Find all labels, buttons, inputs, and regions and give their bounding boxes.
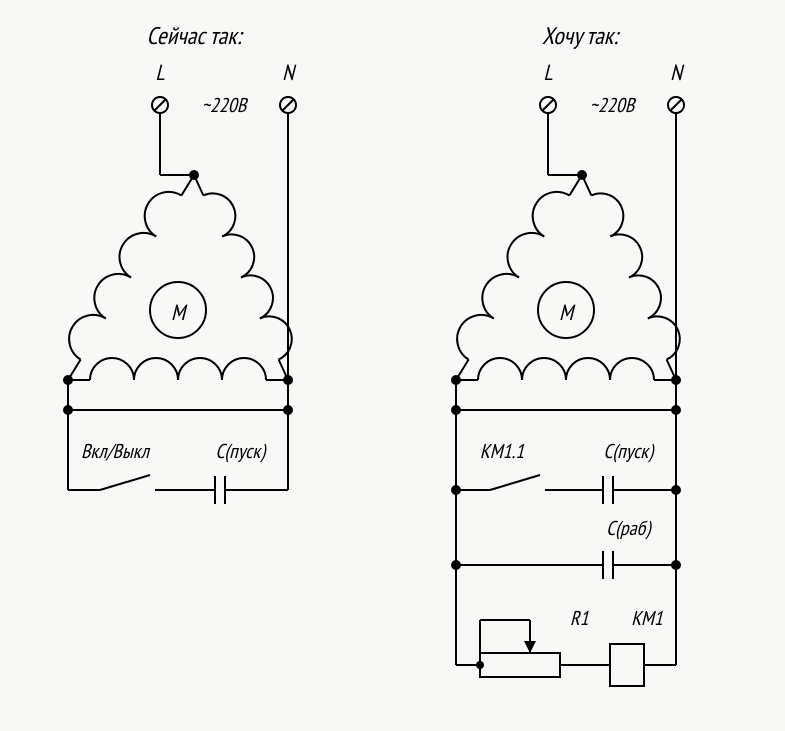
left-winding-B — [68, 358, 288, 380]
left-L-slash — [154, 99, 166, 111]
right-winding-B — [456, 358, 676, 380]
right-winding-R — [582, 175, 680, 380]
km1-1-label: КМ1.1 — [480, 438, 525, 464]
right-title: Хочу так: — [542, 20, 621, 51]
right-voltage: ~220В — [590, 92, 637, 118]
right-diagram: Хочу так: L N ~220В — [451, 20, 685, 686]
relay-km1-coil — [610, 644, 644, 686]
node — [671, 375, 681, 385]
node — [577, 170, 587, 180]
km1-1-contact — [490, 475, 540, 490]
node — [63, 375, 73, 385]
left-L-label: L — [155, 59, 165, 87]
left-winding-L — [68, 175, 194, 380]
relay-km1-label: КМ1 — [631, 605, 664, 631]
left-N-label: N — [282, 59, 297, 87]
left-cap-start-label: С(пуск) — [215, 438, 267, 464]
node — [451, 375, 461, 385]
left-N-slash — [282, 99, 294, 111]
pot-wiper-arrow — [524, 641, 536, 653]
cap-run-label: С(раб) — [606, 515, 652, 541]
schematic-canvas: Сейчас так: L N ~220В — [0, 0, 785, 731]
left-switch-label: Вкл/Выкл — [81, 438, 151, 464]
left-voltage: ~220В — [202, 92, 249, 118]
node — [283, 375, 293, 385]
slash — [542, 99, 554, 111]
right-N-label: N — [670, 59, 685, 87]
left-switch-blade — [100, 475, 150, 490]
right-L-label: L — [543, 59, 553, 87]
pot-r1-label: R1 — [570, 605, 590, 631]
node — [189, 170, 199, 180]
node — [476, 661, 484, 669]
left-diagram: Сейчас так: L N ~220В — [63, 20, 297, 504]
left-title: Сейчас так: — [146, 20, 244, 51]
right-winding-L — [456, 175, 582, 380]
cap-start-label: С(пуск) — [603, 438, 655, 464]
slash — [670, 99, 682, 111]
pot-r1-body — [480, 653, 560, 677]
left-winding-R — [194, 175, 292, 380]
